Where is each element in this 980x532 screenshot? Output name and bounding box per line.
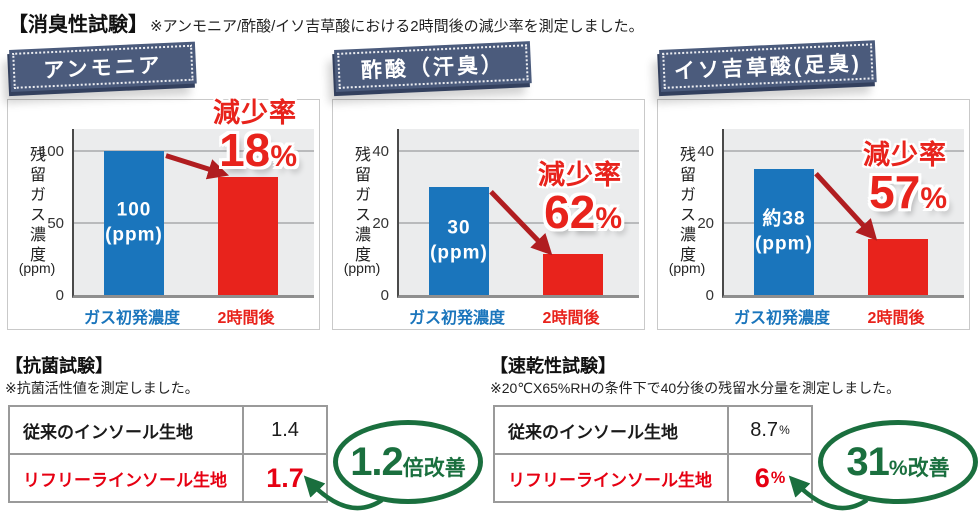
y-tick-label: 40: [697, 142, 714, 160]
measured-value: 1.7: [242, 455, 326, 501]
y-tick-label: 20: [372, 214, 389, 232]
plot-area: 約38 (ppm): [722, 129, 964, 298]
page-title: 【消臭性試験】: [8, 14, 148, 36]
y-tick-label: 50: [47, 214, 64, 232]
y-axis-unit: (ppm): [18, 260, 56, 276]
page-header: 【消臭性試験】 ※アンモニア/酢酸/イソ吉草酸における2時間後の減少率を測定しま…: [8, 8, 644, 37]
antibacterial-test-note: ※抗菌活性値を測定しました。: [5, 380, 199, 396]
bar-after-2h: [543, 253, 603, 295]
x-axis-label: 2時間後: [542, 310, 600, 327]
reduction-label: 減少率: [863, 140, 947, 170]
fabric-name: リフリーラインソール生地: [508, 470, 712, 490]
quickdry-test-note: ※20℃X65%RHの条件下で40分後の残留水分量を測定しました。: [490, 380, 901, 396]
y-axis-title: 残留ガス濃度: [27, 146, 44, 266]
improvement-value: 31: [846, 439, 889, 484]
chart-title: アンモニア: [42, 54, 164, 83]
measured-value: 8.7%: [727, 407, 811, 453]
measured-value: 6%: [727, 455, 811, 501]
gridline: [74, 221, 314, 224]
improvement-value: 1.2: [350, 439, 404, 484]
reduction-value: 57%: [869, 166, 947, 218]
reduction-annotation: 減少率 18%: [213, 98, 297, 176]
quickdry-result-table: 従来のインソール生地 8.7% リフリーラインソール生地 6%: [493, 405, 813, 503]
x-axis-label: ガス初発濃度: [733, 310, 830, 327]
value-unit: %: [779, 423, 790, 437]
plot-area: 30 (ppm): [397, 129, 639, 298]
fabric-name: 従来のインソール生地: [23, 422, 193, 442]
bar-value-label: 100 (ppm): [105, 199, 163, 245]
y-axis-unit: (ppm): [668, 260, 706, 276]
reduction-annotation: 減少率 57%: [863, 140, 947, 218]
bar-initial: 30 (ppm): [429, 186, 489, 295]
bar-initial: 約38 (ppm): [754, 168, 814, 295]
fabric-name: 従来のインソール生地: [508, 422, 678, 442]
improvement-suffix: %改善: [888, 456, 950, 480]
y-tick-label: 0: [705, 287, 714, 304]
y-tick-label: 0: [55, 287, 64, 304]
gridline: [724, 149, 964, 152]
chart-panel-acetic-acid: 酢酸（汗臭） 残留ガス濃度 (ppm) 30 (ppm) 減少率 62% 0 20 4…: [332, 41, 645, 330]
plot-area: 100 (ppm): [72, 129, 314, 298]
quickdry-test-heading: 【速乾性試験】: [490, 356, 616, 376]
x-axis-label: ガス初発濃度: [408, 310, 505, 327]
y-axis-title: 残留ガス濃度: [677, 146, 694, 266]
x-axis-label: 2時間後: [217, 310, 275, 327]
y-tick-label: 0: [380, 287, 389, 304]
bar-value-label: 30 (ppm): [430, 217, 488, 263]
chart-title: 酢酸（汗臭）: [360, 53, 506, 83]
antibacterial-result-table: 従来のインソール生地 1.4 リフリーラインソール生地 1.7: [8, 405, 328, 503]
measured-value: 1.4: [242, 407, 326, 453]
table-row: 従来のインソール生地 8.7%: [495, 407, 811, 453]
chart-panel-isovaleric-acid: イソ吉草酸(足臭) 残留ガス濃度 (ppm) 約38 (ppm) 減少率 57% …: [657, 40, 970, 330]
improvement-suffix: 倍改善: [402, 456, 466, 480]
reduction-value: 18%: [219, 124, 297, 176]
bar-value-label: 約38 (ppm): [755, 208, 813, 254]
bar-initial: 100 (ppm): [104, 150, 164, 295]
page-subtitle-note: ※アンモニア/酢酸/イソ吉草酸における2時間後の減少率を測定しました。: [150, 18, 644, 35]
y-axis-title: 残留ガス濃度: [352, 146, 369, 266]
chart-title: イソ吉草酸(足臭): [673, 51, 863, 84]
chart-title-badge: 酢酸（汗臭）: [334, 41, 532, 92]
y-tick-label: 40: [372, 142, 389, 160]
y-tick-label: 100: [38, 142, 64, 160]
table-row: リフリーラインソール生地 6%: [495, 453, 811, 501]
x-axis-label: ガス初発濃度: [83, 310, 180, 327]
gridline: [399, 149, 639, 152]
x-axis-label: 2時間後: [867, 310, 925, 327]
chart-title-badge: イソ吉草酸(足臭): [659, 40, 877, 92]
table-row: リフリーラインソール生地 1.7: [10, 453, 326, 501]
improvement-badge-quickdry: 31 %改善: [818, 420, 978, 504]
chart-panel-ammonia: アンモニア 残留ガス濃度 (ppm) 100 (ppm) 減少率 18% 0 50 1…: [7, 41, 320, 330]
reduction-label: 減少率: [538, 160, 622, 190]
y-tick-label: 20: [697, 214, 714, 232]
reduction-value: 62%: [544, 186, 622, 238]
reduction-annotation: 減少率 62%: [538, 160, 622, 238]
value-unit: %: [770, 468, 786, 487]
y-axis-unit: (ppm): [343, 260, 381, 276]
bar-after-2h: [218, 176, 278, 295]
bar-after-2h: [868, 239, 928, 295]
chart-title-badge: アンモニア: [9, 41, 197, 92]
gridline: [74, 149, 314, 152]
reduction-label: 減少率: [213, 98, 297, 128]
antibacterial-test-heading: 【抗菌試験】: [5, 356, 113, 376]
improvement-badge-antibacterial: 1.2 倍改善: [333, 420, 483, 504]
table-row: 従来のインソール生地 1.4: [10, 407, 326, 453]
fabric-name: リフリーラインソール生地: [23, 470, 227, 490]
